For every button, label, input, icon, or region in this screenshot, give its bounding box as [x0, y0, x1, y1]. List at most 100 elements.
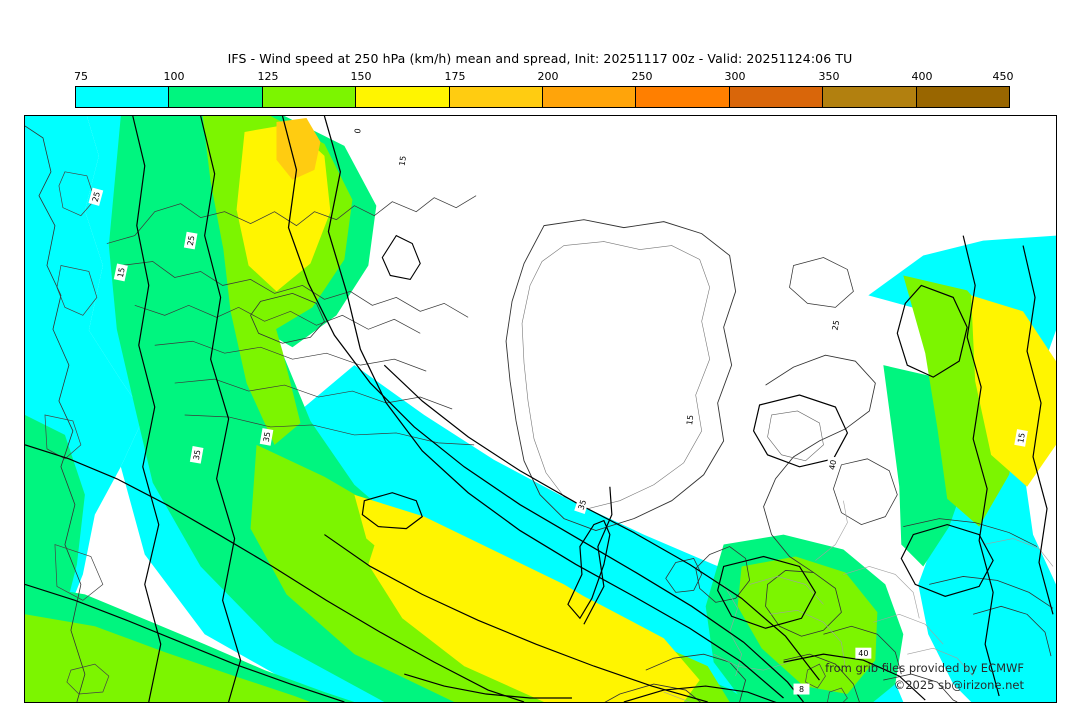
colorbar-tick-6: 250 — [631, 70, 653, 83]
coastline-denmark-baltic — [765, 570, 842, 637]
contour-label-uk-15: 15 — [683, 411, 697, 429]
contour-line-west-2 — [200, 116, 242, 702]
contour-closed-loop-greenland — [381, 234, 421, 281]
contour-label-bg — [189, 446, 204, 464]
coastline-hudson — [174, 378, 453, 410]
contour-label-west-25: 25 — [88, 187, 104, 206]
map-panel[interactable]: 2515353501515352540154082525 from grib f… — [24, 115, 1057, 703]
coastline-finland — [833, 458, 898, 526]
contour-line-west-1 — [132, 116, 162, 702]
contour-line-jet-north-b — [281, 116, 804, 702]
contour-closed-loop-a — [567, 519, 611, 620]
contour-label-east-15: 15 — [1014, 429, 1028, 447]
contour-label-bg — [1014, 429, 1028, 447]
coastline-labrador — [25, 125, 86, 702]
border-ukraine — [983, 538, 1054, 567]
coastline-arctic-south — [134, 304, 421, 334]
contour-label-layer: 2515353501515352540154082525 — [88, 122, 1028, 695]
colorbar-bands — [75, 86, 1010, 108]
coastline-norway-fjords — [767, 410, 824, 462]
shading-yellow-atlantic-core-b — [354, 494, 658, 691]
contour-label-greenland-15: 15 — [395, 152, 409, 170]
contour-label-bg — [350, 122, 364, 140]
contour-label-west-15: 15 — [113, 263, 128, 282]
colorbar-tick-4: 175 — [444, 70, 466, 83]
colorbar-band-300-350 — [729, 87, 824, 107]
colorbar-tick-2: 125 — [257, 70, 279, 83]
coastline-sicily — [827, 687, 848, 702]
contour-label-bg — [683, 411, 697, 429]
contour-label-text: 15 — [685, 414, 695, 425]
contour-line-jet-south — [324, 534, 708, 702]
contour-line-jet-core — [383, 364, 820, 681]
contour-label-africa-40: 40 — [855, 647, 872, 659]
contour-label-bg — [793, 683, 810, 695]
contour-label-text: 25 — [186, 235, 197, 247]
coastline-island-d — [54, 544, 104, 601]
coastline-black-sea-south — [929, 576, 1054, 609]
colorbar — [75, 86, 1010, 108]
border-sweden-norway — [815, 500, 848, 561]
contour-label-bg — [825, 456, 840, 474]
coastline-iberia-north — [604, 683, 702, 702]
contour-label-bg — [828, 316, 843, 335]
contour-label-text: 35 — [577, 499, 589, 511]
contour-label-text: 35 — [262, 431, 273, 443]
contour-label-denmark-40: 40 — [825, 456, 840, 474]
colorbar-ticks: 75 100 125 150 175 200 250 300 350 400 4… — [0, 70, 1080, 84]
colorbar-band-400-450 — [916, 87, 1010, 107]
contour-line-iberia — [623, 685, 777, 702]
colorbar-band-200-250 — [543, 87, 637, 107]
contour-label-bg — [855, 647, 872, 659]
coastline-arctic-mid — [120, 261, 469, 318]
contour-label-text: 25 — [91, 191, 102, 203]
coastline-iceland — [250, 292, 325, 344]
coastline-azores-region — [66, 663, 110, 695]
coastline-great-britain — [695, 546, 751, 603]
contour-line-med — [783, 653, 926, 701]
contour-line-east-vertical-2 — [1022, 245, 1054, 615]
border-balkans — [907, 647, 974, 677]
contour-line-south-2 — [25, 583, 345, 702]
contour-label-iceland-25: 25 — [183, 231, 198, 250]
colorbar-tick-9: 400 — [911, 70, 933, 83]
colorbar-tick-5: 200 — [537, 70, 559, 83]
border-france-south — [713, 653, 790, 671]
coastline-island-a — [58, 171, 96, 217]
coastline-greenland-icecap — [521, 241, 710, 509]
coastline-hudson-north — [154, 340, 427, 372]
colorbar-tick-1: 100 — [163, 70, 185, 83]
colorbar-tick-10: 450 — [992, 70, 1014, 83]
contour-line-jet-north — [323, 116, 784, 699]
coastline-arctic-north — [106, 195, 477, 244]
contour-closed-loop-blacksea — [900, 523, 994, 597]
coastline-norway — [763, 354, 876, 573]
colorbar-band-250-300 — [636, 87, 730, 107]
coastline-island-c — [44, 414, 82, 460]
contour-label-mid-35: 35 — [259, 428, 274, 446]
windspeed-shading-layer — [25, 116, 1056, 702]
contour-line-med-north — [404, 673, 572, 699]
contour-label-text: 40 — [858, 649, 868, 658]
colorbar-band-125-150 — [262, 87, 357, 107]
shading-chartreuse-east — [737, 556, 878, 695]
contour-label-text: 15 — [116, 267, 127, 279]
coastline-adriatic — [823, 625, 902, 675]
map-canvas[interactable]: 2515353501515352540154082525 — [25, 116, 1056, 702]
colorbar-tick-3: 150 — [350, 70, 372, 83]
contour-label-bg — [113, 263, 128, 282]
border-germany — [769, 610, 846, 669]
contour-closed-loop-b — [361, 492, 423, 530]
coastline-svalbard — [789, 257, 854, 308]
coastline-sardinia — [805, 663, 826, 689]
contour-label-bg — [88, 187, 104, 206]
contour-label-bg — [183, 231, 198, 250]
coastline-ireland — [665, 558, 703, 593]
coastline-france-west — [645, 653, 747, 702]
contour-label-west-35: 35 — [189, 446, 204, 464]
contour-label-atlantic-35: 35 — [574, 495, 590, 514]
coastline-island-b — [56, 265, 98, 316]
shading-chartreuse-west-bridge — [220, 225, 301, 445]
contour-label-bg — [259, 428, 274, 446]
